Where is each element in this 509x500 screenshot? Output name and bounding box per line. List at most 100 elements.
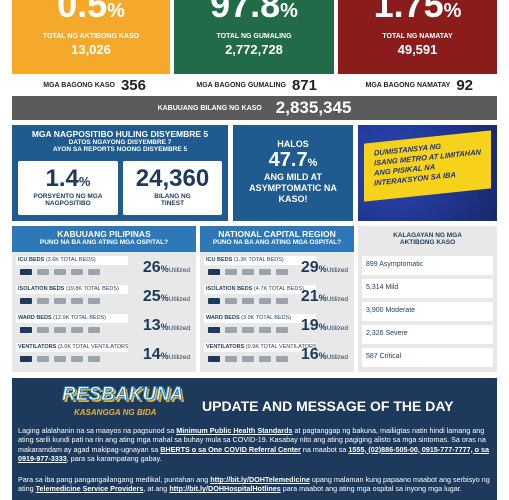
highlight: Minimum Public Health Standards	[176, 426, 293, 435]
value: 25	[142, 288, 161, 305]
note: Utilized	[326, 267, 348, 274]
banner: DUMISTANSYA NG ISANG METRO AT LIMITAHAN …	[358, 125, 497, 221]
tested-card: 24,360 BILANG NG TINEST	[123, 161, 222, 215]
rate: 0.5	[57, 0, 108, 25]
row-label: WARD BEDS (12.9K TOTAL BEDS)	[16, 314, 128, 323]
link[interactable]: http://bit.ly/DOHTelemedicine	[210, 475, 310, 484]
rate: 97.8	[210, 0, 281, 25]
total: (3.6K TOTAL BEDS)	[45, 257, 96, 263]
mild-box: HALOS 47.7% ANG MILD AT ASYMPTOMATIC NA …	[233, 125, 353, 221]
utilization-row: ICU BEDS (3.6K TOTAL BEDS) 26%Utilized	[16, 256, 192, 284]
label: MGA BAGONG GUMALING	[196, 81, 286, 89]
subtitle: AYON SA REPORTS NOONG DISYEMBRE 5	[52, 146, 188, 153]
label: ISOLATION BEDS	[206, 286, 253, 292]
bed-icon	[242, 356, 254, 362]
value: 1.4	[45, 165, 79, 192]
utilization: 21%Utilized	[301, 288, 348, 306]
bed-icon	[20, 298, 32, 304]
bed-icon	[37, 327, 49, 333]
label: WARD BEDS	[18, 315, 52, 321]
new-deaths: MGA BAGONG NAMATAY 92	[338, 76, 473, 94]
unit: %	[318, 264, 327, 274]
update-box: RESBAKUNA KASANGGA NG BIDA UPDATE AND ME…	[12, 378, 497, 500]
unit: %	[318, 293, 327, 303]
bed-icon	[259, 269, 271, 275]
hospital-panel: KABUUANG PILIPINAS PUNO NA BA ANG ATING M…	[12, 226, 196, 372]
bed-icon	[259, 298, 271, 304]
value: 26	[142, 259, 161, 276]
recovered-box: 97.8% TOTAL NG GUMALING 2,772,728	[174, 0, 334, 74]
bed-icon	[208, 356, 220, 362]
utilization: 14%Utilized	[143, 346, 190, 364]
utilization: 19%Utilized	[301, 317, 348, 335]
text: , para sa karampatang gabay.	[66, 453, 162, 463]
bed-icon	[259, 356, 271, 362]
utilization: 25%Utilized	[143, 288, 190, 306]
subtitle: DATOS NGAYONG DISYEMBRE 7	[68, 139, 172, 146]
status-panel: KALAGAYAN NG MGA AKTIBONG KASO 899 Asymp…	[358, 226, 497, 372]
title: UPDATE AND MESSAGE OF THE DAY	[202, 398, 454, 414]
label: MGA BAGONG KASO	[43, 81, 115, 89]
bed-icon	[208, 327, 220, 333]
bed-icons	[20, 298, 192, 304]
bed-icons	[208, 269, 350, 275]
text: , at ang	[143, 484, 170, 494]
total-cases: KABUUANG BILANG NG KASO 2,835,345	[12, 96, 497, 120]
count: 49,591	[397, 42, 438, 57]
bed-icon	[37, 298, 49, 304]
utilization-row: ISOLATION BEDS (19.8K TOTAL BEDS) 25%Util…	[16, 285, 192, 313]
status-item: 2,326 Severe	[362, 325, 493, 344]
unit: %	[318, 322, 327, 332]
text: ANG MILD AT ASYMPTOMATIC NA KASO!	[249, 172, 337, 204]
link[interactable]: http://bit.ly/DOHHospitalHotlines	[169, 484, 281, 494]
bed-icon	[276, 269, 288, 275]
note: Utilized	[326, 296, 348, 303]
status-header: KALAGAYAN NG MGA AKTIBONG KASO	[358, 226, 497, 254]
bed-icon	[54, 298, 66, 304]
bed-icon	[71, 356, 83, 362]
bed-icon	[242, 327, 254, 333]
unit: %	[443, 0, 462, 22]
title: KABUUANG PILIPINAS	[57, 229, 151, 239]
bed-icon	[276, 298, 288, 304]
value: 14	[142, 346, 161, 363]
active-box: 0.5% TOTAL NG AKTIBONG KASO 13,026	[12, 0, 170, 74]
bed-icons	[20, 356, 192, 362]
bed-icon	[88, 298, 100, 304]
bed-icon	[54, 327, 66, 333]
value: 29	[300, 259, 319, 276]
bed-icon	[20, 269, 32, 275]
text: para maabot ang ating mga ospital sa iny…	[280, 484, 462, 494]
total: (1.3K TOTAL BEDS)	[233, 257, 284, 263]
total: (3.9K TOTAL BEDS)	[241, 315, 292, 321]
utilization: 29%Utilized	[301, 259, 348, 277]
label: TOTAL NG GUMALING	[216, 33, 292, 40]
panel-header: NATIONAL CAPITAL REGION PUNO NA BA ANG AT…	[200, 226, 354, 252]
title: KALAGAYAN NG MGA AKTIBONG KASO	[393, 232, 462, 246]
count: 2,772,728	[225, 42, 283, 57]
value: 19	[300, 317, 319, 334]
row-label: VENTILATORS (3.0K TOTAL VENTILATORS)	[16, 343, 128, 352]
text: na maabot sa	[300, 444, 349, 454]
bed-icon	[225, 327, 237, 333]
row-label: ISOLATION BEDS (4.7K TOTAL BEDS)	[204, 285, 316, 294]
status-item: 3,900 Moderate	[362, 302, 493, 321]
value: 16	[300, 346, 319, 363]
row-label: VENTILATORS (0.9K TOTAL VENTILATORS)	[204, 343, 316, 352]
new-recovered: MGA BAGONG GUMALING 871	[174, 76, 317, 94]
note: Utilized	[168, 267, 190, 274]
value: 356	[120, 76, 146, 94]
utilization-row: VENTILATORS (3.0K TOTAL VENTILATORS) 14%U…	[16, 343, 192, 371]
bed-icon	[37, 356, 49, 362]
value: 2,835,345	[275, 98, 352, 117]
label: KABUUANG BILANG NG KASO	[157, 104, 262, 112]
label: MGA BAGONG NAMATAY	[365, 81, 451, 89]
note: Utilized	[326, 354, 348, 361]
rate: 1.75	[373, 0, 444, 25]
label: ICU BEDS	[18, 257, 45, 263]
highlight: Telemedicine Service Providers	[35, 484, 144, 494]
subtitle: PUNO NA BA ANG ATING MGA OSPITAL?	[39, 239, 169, 246]
label: TOTAL NG AKTIBONG KASO	[42, 33, 140, 40]
